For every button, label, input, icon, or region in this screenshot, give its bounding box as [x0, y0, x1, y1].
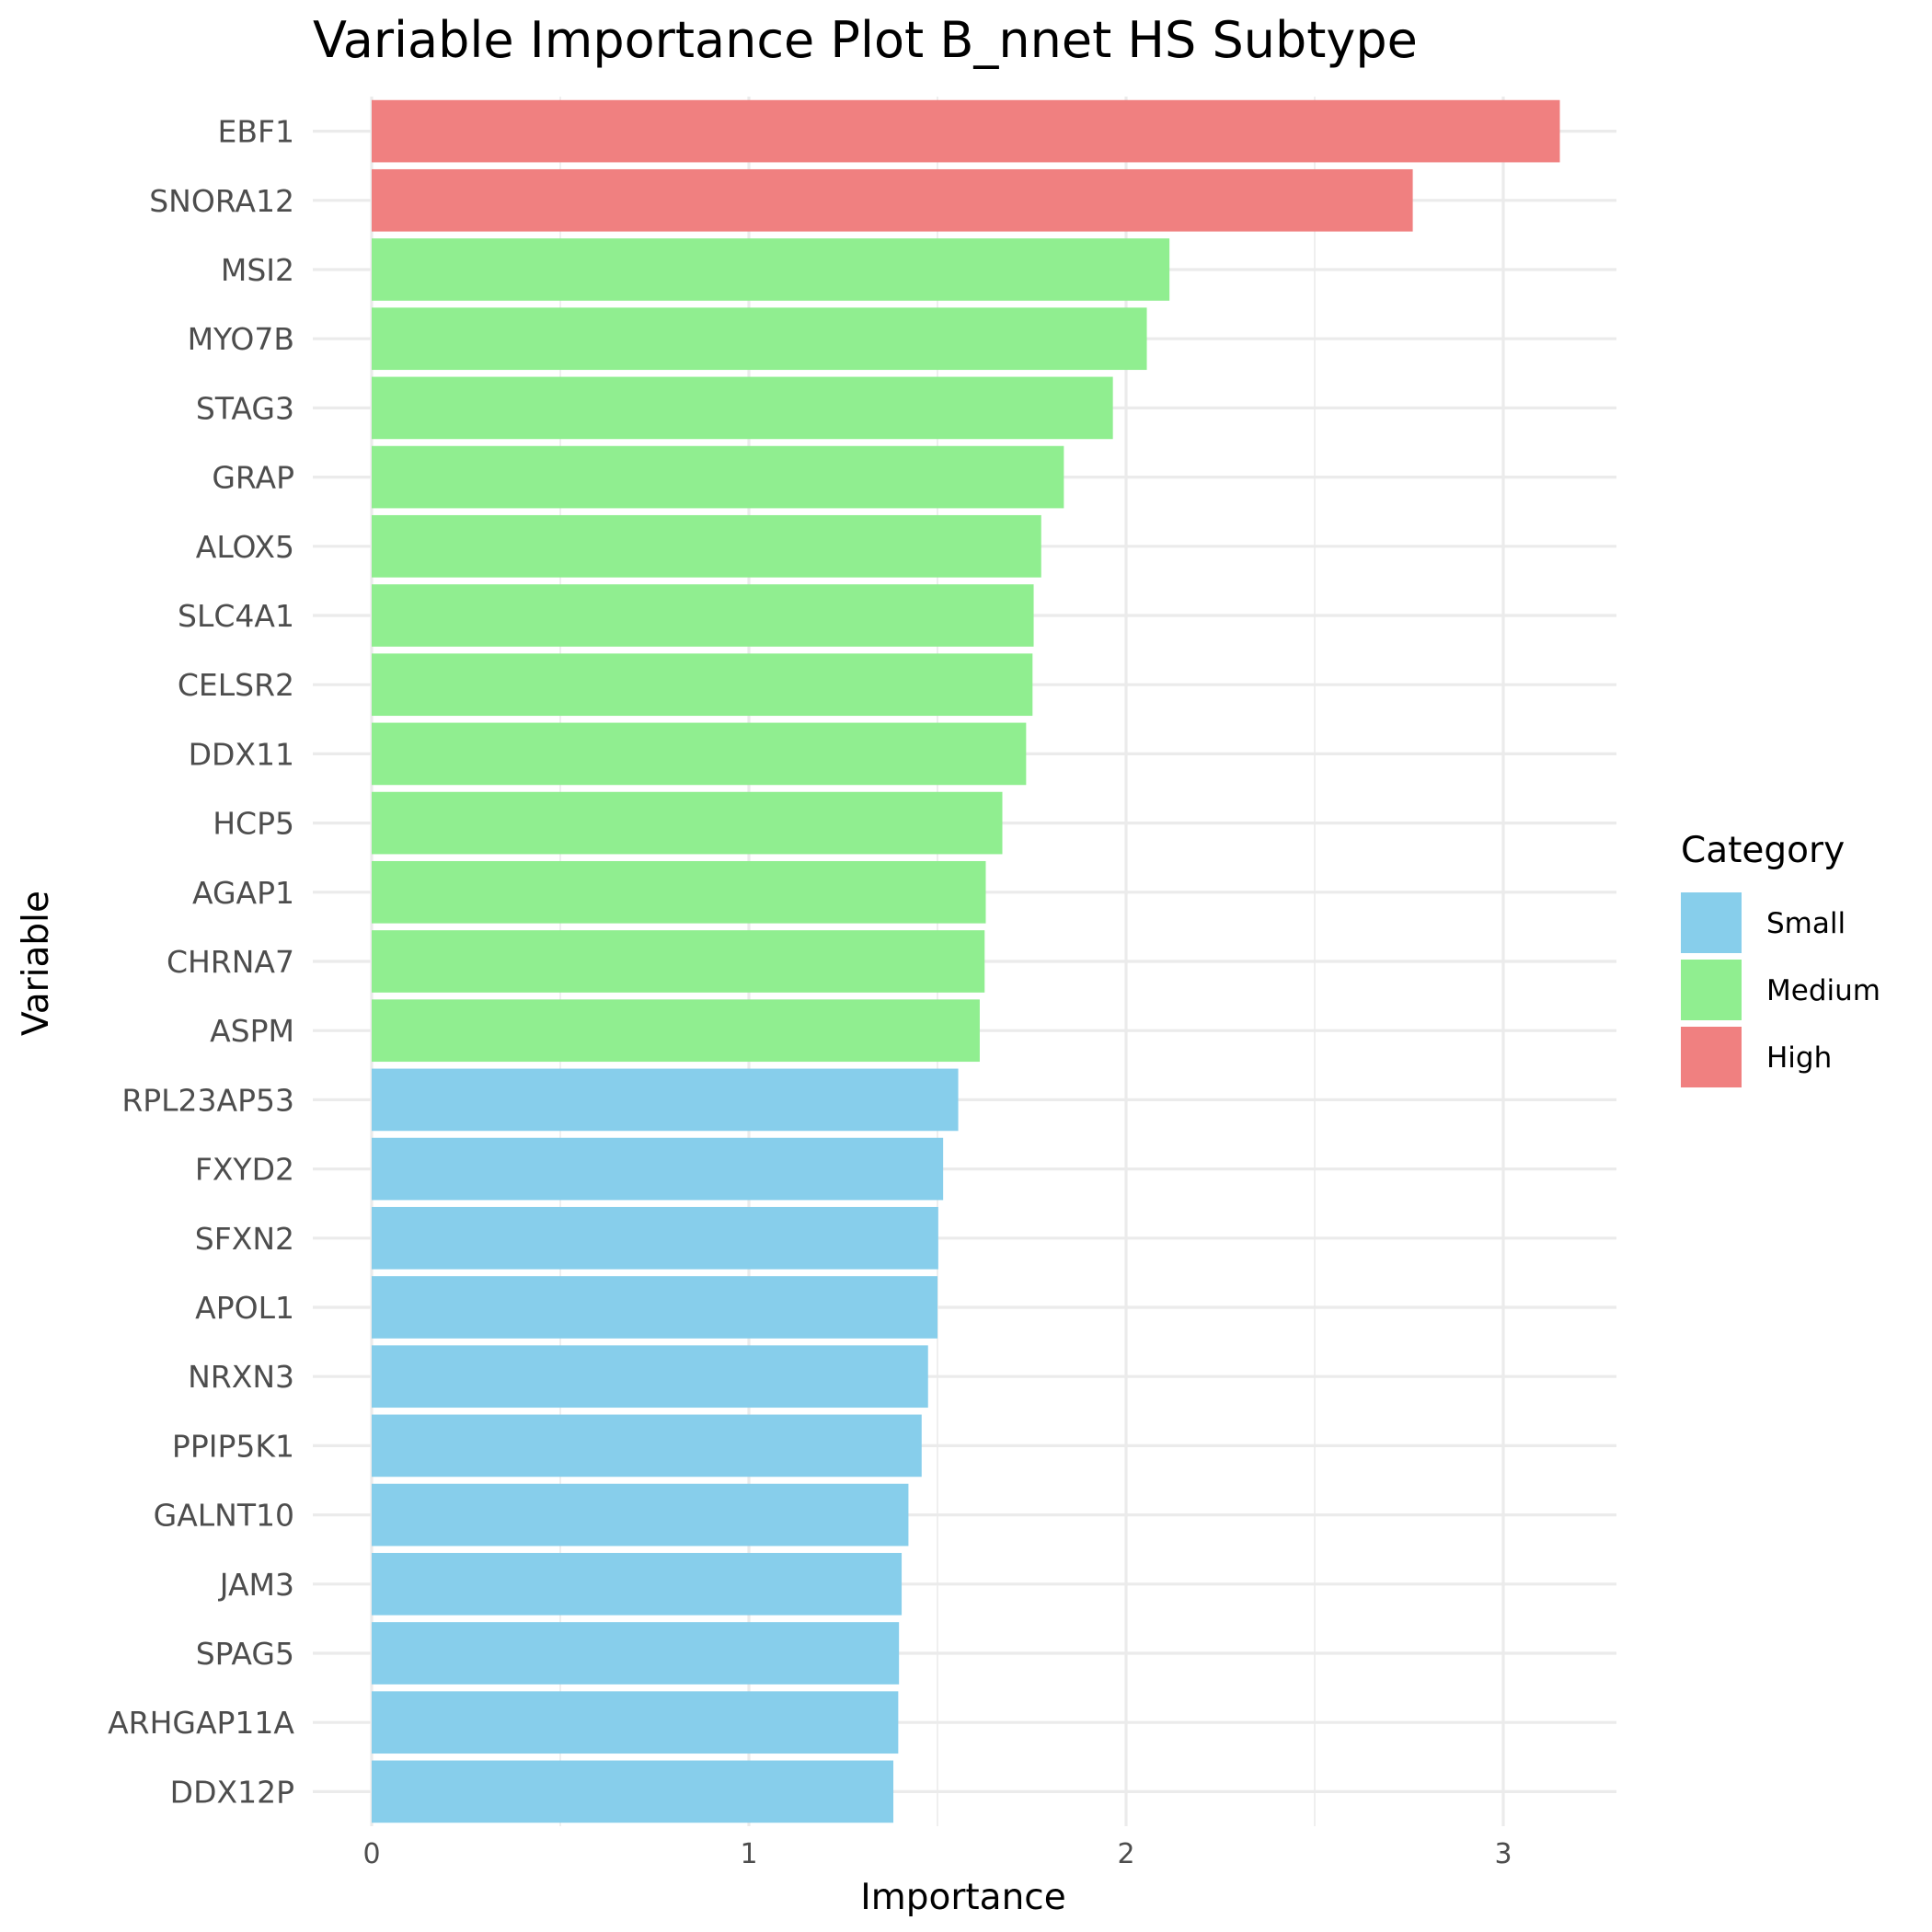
- legend-swatch-medium: [1681, 960, 1742, 1020]
- x-tick-label: 3: [1494, 1838, 1512, 1870]
- y-tick-label: HCP5: [213, 806, 294, 842]
- bar-ddx12p: [372, 1760, 894, 1823]
- bar-arhgap11a: [372, 1691, 899, 1754]
- y-tick-label: GRAP: [212, 460, 294, 496]
- y-tick-label: AGAP1: [192, 875, 294, 911]
- chart-title: Variable Importance Plot B_nnet HS Subty…: [313, 11, 1418, 69]
- bar-alox5: [372, 514, 1041, 578]
- y-tick-labels: EBF1 SNORA12 MSI2 MYO7B STAG3 GRAP ALOX5 SLC4A1…: [108, 114, 294, 1811]
- legend-swatch-high: [1681, 1027, 1742, 1087]
- bar-stag3: [372, 376, 1113, 440]
- bar-apol1: [372, 1276, 937, 1339]
- y-axis-title: Variable: [16, 891, 57, 1036]
- bar-rpl23ap53: [372, 1068, 959, 1132]
- x-tick-labels: 0 1 2 3: [362, 1838, 1512, 1870]
- y-tick-label: MSI2: [221, 252, 294, 288]
- legend: Category Small Medium High: [1681, 830, 1880, 1087]
- y-tick-label: SPAG5: [196, 1636, 294, 1672]
- legend-title: Category: [1681, 830, 1845, 871]
- y-tick-label: ALOX5: [196, 529, 294, 565]
- y-tick-label: ASPM: [210, 1013, 294, 1049]
- y-tick-label: JAM3: [218, 1567, 294, 1603]
- legend-items: Small Medium High: [1681, 892, 1880, 1087]
- bar-myo7b: [372, 307, 1147, 371]
- bar-msi2: [372, 238, 1170, 301]
- bar-chrna7: [372, 930, 985, 993]
- y-tick-label: STAG3: [196, 390, 294, 426]
- bar-galnt10: [372, 1483, 909, 1547]
- bar-celsr2: [372, 653, 1033, 717]
- x-tick-label: 2: [1117, 1838, 1134, 1870]
- y-tick-label: CELSR2: [178, 667, 294, 703]
- bar-snora12: [372, 168, 1413, 232]
- bar-agap1: [372, 860, 986, 924]
- y-tick-label: SLC4A1: [178, 598, 294, 634]
- y-tick-label: PPIP5K1: [172, 1428, 294, 1464]
- y-tick-label: NRXN3: [188, 1359, 294, 1395]
- bar-jam3: [372, 1552, 903, 1616]
- bar-slc4a1: [372, 584, 1034, 647]
- y-tick-label: SFXN2: [195, 1221, 294, 1257]
- y-tick-label: ARHGAP11A: [108, 1705, 294, 1741]
- bar-grap: [372, 445, 1064, 509]
- y-tick-label: DDX12P: [170, 1774, 294, 1810]
- y-tick-label: EBF1: [218, 114, 294, 150]
- x-tick-label: 0: [362, 1838, 380, 1870]
- legend-label-small: Small: [1766, 907, 1846, 940]
- y-tick-label: SNORA12: [149, 183, 294, 219]
- legend-label-medium: Medium: [1766, 974, 1880, 1007]
- bar-hcp5: [372, 791, 1003, 855]
- bar-ppip5k1: [372, 1414, 922, 1478]
- bar-ebf1: [372, 99, 1560, 163]
- y-tick-label: CHRNA7: [167, 944, 294, 980]
- y-tick-label: FXYD2: [195, 1152, 294, 1188]
- legend-swatch-small: [1681, 892, 1742, 953]
- y-tick-label: APOL1: [195, 1290, 294, 1326]
- bar-sfxn2: [372, 1206, 938, 1270]
- y-tick-label: RPL23AP53: [121, 1082, 294, 1118]
- bars-group: [372, 99, 1560, 1823]
- y-tick-label: GALNT10: [154, 1498, 294, 1534]
- bar-aspm: [372, 999, 980, 1063]
- legend-label-high: High: [1766, 1041, 1832, 1075]
- bar-ddx11: [372, 722, 1027, 786]
- x-tick-label: 1: [740, 1838, 757, 1870]
- y-tick-label: DDX11: [189, 736, 294, 772]
- y-tick-label: MYO7B: [188, 321, 294, 357]
- x-axis-title: Importance: [860, 1877, 1066, 1918]
- bar-nrxn3: [372, 1345, 928, 1409]
- bar-spag5: [372, 1622, 900, 1685]
- bar-fxyd2: [372, 1137, 944, 1201]
